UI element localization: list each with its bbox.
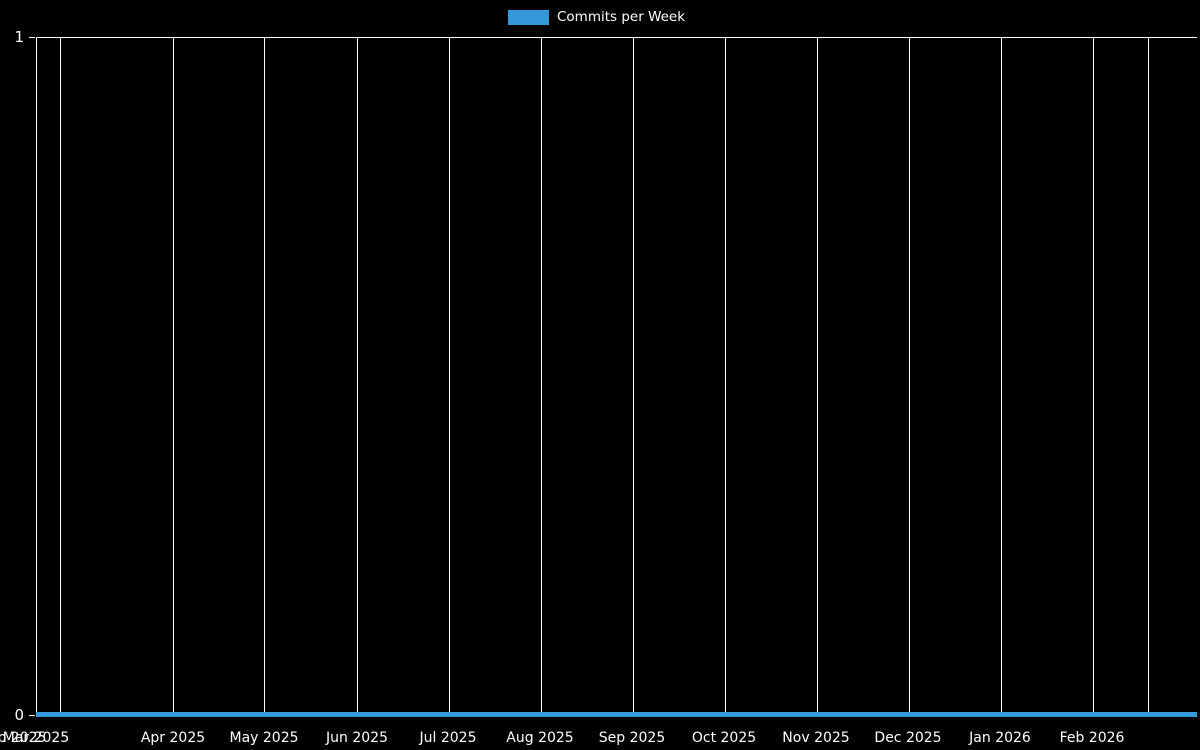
gridline-vertical-1: [60, 37, 61, 715]
x-tick-label-9: Nov 2025: [782, 730, 850, 746]
y-tick-label-bottom: 0: [14, 706, 24, 724]
gridline-vertical-11: [1001, 37, 1002, 715]
gridline-vertical-4: [357, 37, 358, 715]
y-tick-label-top: 1: [14, 28, 24, 46]
x-tick-label-0: Feb 2025: [0, 730, 47, 746]
gridline-vertical-2: [173, 37, 174, 715]
plot-area: [36, 37, 1197, 715]
x-tick-label-5: Jul 2025: [419, 730, 477, 746]
gridline-vertical-10: [909, 37, 910, 715]
gridline-vertical-3: [264, 37, 265, 715]
gridline-vertical-9: [817, 37, 818, 715]
x-tick-label-3: May 2025: [229, 730, 299, 746]
gridline-vertical-13: [1148, 37, 1149, 715]
x-tick-label-6: Aug 2025: [506, 730, 574, 746]
gridline-vertical-7: [633, 37, 634, 715]
gridline-vertical-5: [449, 37, 450, 715]
gridline-horizontal-top: [36, 37, 1197, 38]
legend-label-commits-per-week: Commits per Week: [557, 8, 686, 25]
gridline-vertical-8: [725, 37, 726, 715]
x-tick-label-11: Jan 2026: [969, 730, 1031, 746]
gridline-vertical-12: [1093, 37, 1094, 715]
x-tick-label-7: Sep 2025: [598, 730, 666, 746]
x-tick-label-10: Dec 2025: [874, 730, 942, 746]
x-tick-label-4: Jun 2025: [326, 730, 388, 746]
x-tick-label-1: Mar 2025: [2, 730, 70, 746]
gridline-vertical-6: [541, 37, 542, 715]
legend-swatch-commits-per-week: [508, 9, 549, 25]
x-tick-label-8: Oct 2025: [691, 730, 757, 746]
series-line-commits-per-week: [36, 712, 1197, 717]
x-tick-label-12: Feb 2026: [1059, 730, 1125, 746]
y-tick-mark-1: [29, 37, 35, 38]
gridline-vertical-0: [36, 37, 37, 715]
chart-legend: Commits per Week: [508, 6, 685, 28]
x-tick-label-2: Apr 2025: [140, 730, 206, 746]
y-tick-mark-0: [29, 715, 35, 716]
